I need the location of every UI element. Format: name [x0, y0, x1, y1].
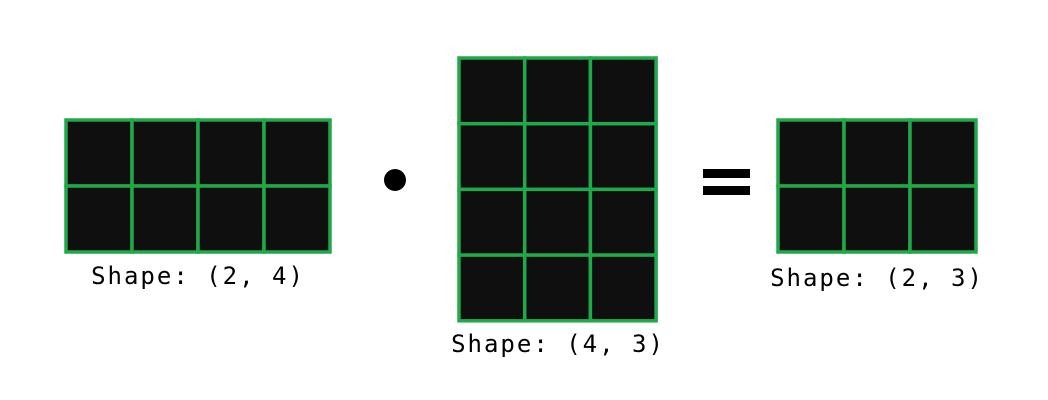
- equals-top-bar: [703, 169, 750, 178]
- matrix-b-grid: [457, 56, 658, 323]
- matrix-cell: [908, 118, 978, 188]
- matrix-cell: [64, 118, 134, 188]
- matrix-cell: [588, 121, 658, 192]
- matrix-cell: [262, 118, 332, 188]
- matrix-a-shape-label: Shape: (2, 4): [91, 262, 305, 290]
- matrix-cell: [457, 253, 527, 323]
- matrix-cell: [196, 118, 266, 188]
- matrix-c-grid: [776, 118, 978, 254]
- matrix-cell: [262, 184, 332, 254]
- matrix-b-shape-label: Shape: (4, 3): [451, 330, 665, 358]
- matrix-cell: [522, 187, 593, 257]
- matrix-c-shape-label: Shape: (2, 3): [770, 264, 984, 292]
- matrix-cell: [588, 253, 658, 323]
- equals-bottom-bar: [703, 186, 750, 195]
- matrix-cell: [64, 184, 134, 254]
- matrix-cell: [842, 184, 912, 254]
- matrix-cell: [457, 187, 527, 257]
- matrix-cell: [457, 56, 527, 126]
- matrix-cell: [522, 121, 593, 192]
- matrix-cell: [457, 121, 527, 192]
- matrix-cell: [588, 187, 658, 257]
- matrix-cell: [130, 118, 200, 188]
- matrix-cell: [522, 56, 593, 126]
- equals-operator-icon: [703, 169, 750, 195]
- dot-operator-icon: [384, 169, 406, 191]
- matrix-cell: [130, 184, 200, 254]
- matrix-cell: [776, 118, 846, 188]
- matrix-cell: [588, 56, 658, 126]
- matrix-cell: [908, 184, 978, 254]
- matrix-a-grid: [64, 118, 332, 254]
- matrix-cell: [522, 253, 593, 323]
- matrix-cell: [776, 184, 846, 254]
- matrix-cell: [196, 184, 266, 254]
- matrix-cell: [842, 118, 912, 188]
